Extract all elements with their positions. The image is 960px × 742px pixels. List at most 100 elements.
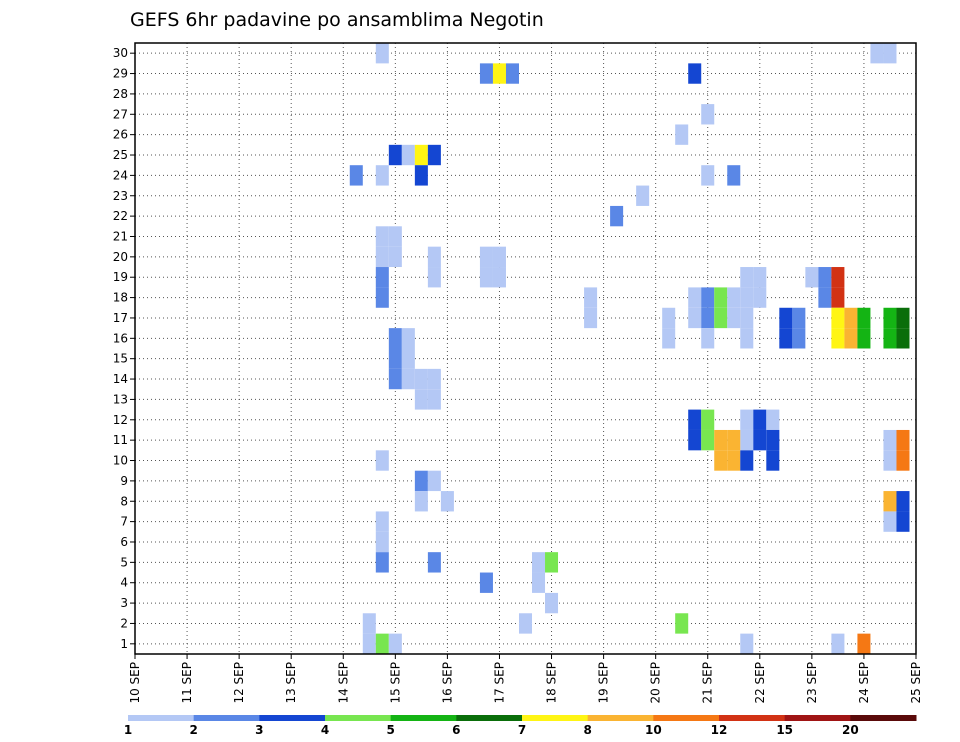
data-cells xyxy=(349,43,910,654)
heatmap-cell xyxy=(870,43,884,64)
heatmap-cell xyxy=(727,165,741,186)
heatmap-cell xyxy=(505,63,519,84)
heatmap-cell xyxy=(831,267,845,288)
heatmap-cell xyxy=(388,328,402,349)
colorbar-label: 3 xyxy=(255,723,263,737)
heatmap-cell xyxy=(492,63,506,84)
heatmap-cell xyxy=(883,511,897,532)
heatmap-cell xyxy=(532,572,546,593)
x-tick-label: 12 SEP xyxy=(232,662,246,704)
x-tick-label: 11 SEP xyxy=(180,662,194,704)
heatmap-cell xyxy=(701,328,715,349)
colorbar-swatch xyxy=(325,715,392,721)
colorbar-label: 12 xyxy=(711,723,728,737)
heatmap-cell xyxy=(375,287,389,308)
heatmap-cell xyxy=(349,165,363,186)
heatmap-cell xyxy=(727,450,741,471)
heatmap-cell xyxy=(675,124,689,145)
y-tick-label: 30 xyxy=(113,46,128,60)
x-tick-labels: 10 SEP 11 SEP 12 SEP 13 SEP 14 SEP 15 SEP 16 S… xyxy=(128,654,923,704)
heatmap-cell xyxy=(896,450,910,471)
y-tick-label: 12 xyxy=(113,413,128,427)
heatmap-cell xyxy=(740,328,754,349)
heatmap-cell xyxy=(479,246,493,268)
y-tick-label: 14 xyxy=(113,372,128,386)
heatmap-cell xyxy=(883,307,897,329)
heatmap-cell xyxy=(662,328,676,349)
y-tick-label: 8 xyxy=(120,494,128,508)
colorbar-label: 4 xyxy=(321,723,329,737)
heatmap-cell xyxy=(818,287,832,308)
y-tick-label: 27 xyxy=(113,107,128,121)
heatmap-cell xyxy=(896,429,910,451)
colorbar-label: 6 xyxy=(452,723,460,737)
heatmap-cell xyxy=(375,246,389,268)
heatmap-cell xyxy=(388,368,402,390)
heatmap-cell xyxy=(545,592,559,614)
heatmap-cell xyxy=(753,287,767,308)
x-tick-label: 16 SEP xyxy=(440,662,454,704)
y-tick-label: 2 xyxy=(120,616,128,630)
heatmap-cell xyxy=(375,511,389,532)
heatmap-cell xyxy=(740,450,754,471)
colorbar-label: 7 xyxy=(518,723,526,737)
colorbar-label: 10 xyxy=(645,723,662,737)
heatmap-cell xyxy=(792,307,806,329)
heatmap-cell xyxy=(375,267,389,288)
heatmap-cell xyxy=(883,429,897,451)
x-tick-label: 13 SEP xyxy=(284,662,298,704)
y-tick-label: 29 xyxy=(113,67,128,81)
heatmap-cell xyxy=(414,470,428,492)
x-tick-label: 22 SEP xyxy=(753,662,767,704)
y-tick-label: 3 xyxy=(120,596,128,610)
y-tick-label: 17 xyxy=(113,311,128,325)
heatmap-cell xyxy=(545,552,559,573)
heatmap-cell xyxy=(388,348,402,369)
heatmap-cell xyxy=(636,185,650,206)
heatmap-cell xyxy=(375,450,389,471)
heatmap-cell xyxy=(401,348,415,369)
y-tick-labels: 1234567891011121314151617181920212223242… xyxy=(113,46,135,651)
heatmap-cell xyxy=(375,226,389,247)
colorbar-label: 5 xyxy=(386,723,394,737)
heatmap-cell xyxy=(753,267,767,288)
y-tick-label: 1 xyxy=(120,637,128,651)
heatmap-cell xyxy=(740,307,754,329)
y-tick-label: 25 xyxy=(113,148,128,162)
heatmap-cell xyxy=(701,165,715,186)
heatmap-cell xyxy=(714,450,728,471)
y-tick-label: 26 xyxy=(113,128,128,142)
heatmap-cell xyxy=(584,307,598,329)
heatmap-cell xyxy=(388,246,402,268)
heatmap-cell xyxy=(753,409,767,430)
y-tick-label: 4 xyxy=(120,576,128,590)
colorbar-swatch xyxy=(128,715,195,721)
heatmap-cell xyxy=(831,307,845,329)
colorbar-swatch xyxy=(784,715,851,721)
heatmap-cell xyxy=(662,307,676,329)
y-tick-label: 15 xyxy=(113,352,128,366)
heatmap-cell xyxy=(414,389,428,410)
y-tick-label: 21 xyxy=(113,229,128,243)
colorbar-swatch xyxy=(653,715,720,721)
heatmap-cell xyxy=(857,307,871,329)
heatmap-cell xyxy=(831,328,845,349)
x-tick-label: 20 SEP xyxy=(649,662,663,704)
heatmap-cell xyxy=(883,491,897,512)
heatmap-cell xyxy=(883,450,897,471)
heatmap-cell xyxy=(427,368,441,390)
heatmap-cell xyxy=(414,491,428,512)
heatmap-cell xyxy=(844,307,858,329)
colorbar-swatch xyxy=(719,715,786,721)
colorbar-swatch xyxy=(587,715,654,721)
heatmap-cell xyxy=(375,165,389,186)
heatmap-cell xyxy=(362,633,376,654)
heatmap-cell xyxy=(857,633,871,654)
heatmap-cell xyxy=(388,226,402,247)
heatmap-cell xyxy=(896,491,910,512)
heatmap-cell xyxy=(362,613,376,634)
y-tick-label: 9 xyxy=(120,474,128,488)
heatmap-cell xyxy=(414,368,428,390)
heatmap-cell xyxy=(375,633,389,654)
